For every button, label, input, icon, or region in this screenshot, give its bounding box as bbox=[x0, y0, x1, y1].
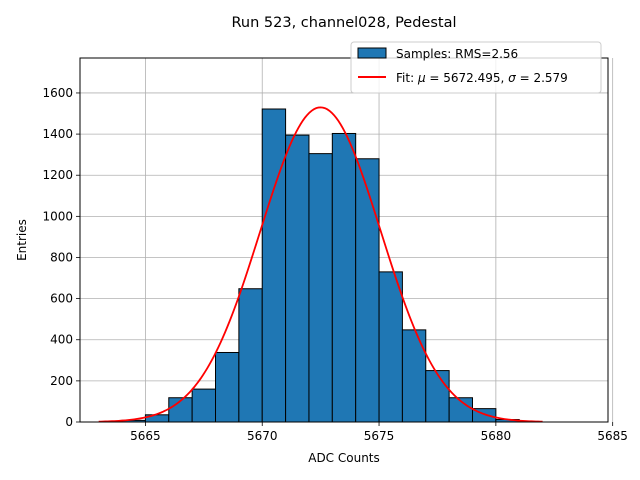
y-axis-label: Entries bbox=[15, 219, 29, 261]
histogram-bar bbox=[238, 288, 263, 423]
x-axis-ticks: 5665 5670 5675 5680 5685 bbox=[130, 422, 628, 443]
plot-frame bbox=[79, 57, 609, 423]
histogram-bars bbox=[121, 108, 520, 423]
legend-fit-sigma-value: = 2.579 bbox=[516, 71, 568, 85]
x-tick-label: 5665 bbox=[130, 429, 161, 443]
y-tick-label: 0 bbox=[65, 415, 73, 429]
legend-box bbox=[350, 41, 602, 94]
histogram-bar bbox=[261, 108, 287, 423]
legend-fit-prefix: Fit: bbox=[396, 71, 418, 85]
legend-samples-label: Samples: RMS=2.56 bbox=[396, 47, 518, 61]
y-tick-label: 1400 bbox=[42, 127, 73, 141]
histogram-bar bbox=[331, 132, 357, 423]
histogram-bar bbox=[191, 388, 217, 423]
x-tick-label: 5685 bbox=[597, 429, 628, 443]
y-tick-label: 1000 bbox=[42, 209, 73, 223]
histogram-bar bbox=[378, 271, 403, 423]
histogram-bar bbox=[425, 370, 450, 423]
histogram-bar bbox=[308, 153, 333, 423]
legend-fit-mu-value: = 5672.495, bbox=[426, 71, 509, 85]
histogram-bar bbox=[401, 329, 427, 423]
y-tick-label: 200 bbox=[50, 374, 73, 388]
legend-fit-mu-symbol: μ bbox=[417, 71, 426, 85]
y-tick-label: 400 bbox=[50, 333, 73, 347]
histogram-bar bbox=[355, 158, 380, 423]
legend-fit-sigma-symbol: σ bbox=[508, 71, 516, 85]
fit-curve-group bbox=[98, 106, 543, 423]
legend: Samples: RMS=2.56 Fit: μ = 5672.495, σ =… bbox=[350, 41, 602, 94]
x-tick-label: 5680 bbox=[481, 429, 512, 443]
y-tick-label: 1200 bbox=[42, 168, 73, 182]
y-axis-ticks: 0 200 400 600 800 1000 1200 1400 1600 bbox=[42, 86, 80, 429]
fit-curve bbox=[98, 106, 543, 423]
x-tick-label: 5670 bbox=[247, 429, 278, 443]
legend-samples-swatch bbox=[357, 47, 387, 59]
y-tick-label: 600 bbox=[50, 292, 73, 306]
x-axis-label: ADC Counts bbox=[308, 451, 380, 465]
histogram-bar bbox=[215, 351, 240, 423]
chart-title: Run 523, channel028, Pedestal bbox=[231, 15, 456, 31]
y-tick-label: 800 bbox=[50, 250, 73, 264]
histogram-bar bbox=[285, 134, 310, 423]
y-tick-label: 1600 bbox=[42, 86, 73, 100]
legend-fit-label: Fit: μ = 5672.495, σ = 2.579 bbox=[396, 71, 568, 85]
x-tick-label: 5675 bbox=[364, 429, 395, 443]
